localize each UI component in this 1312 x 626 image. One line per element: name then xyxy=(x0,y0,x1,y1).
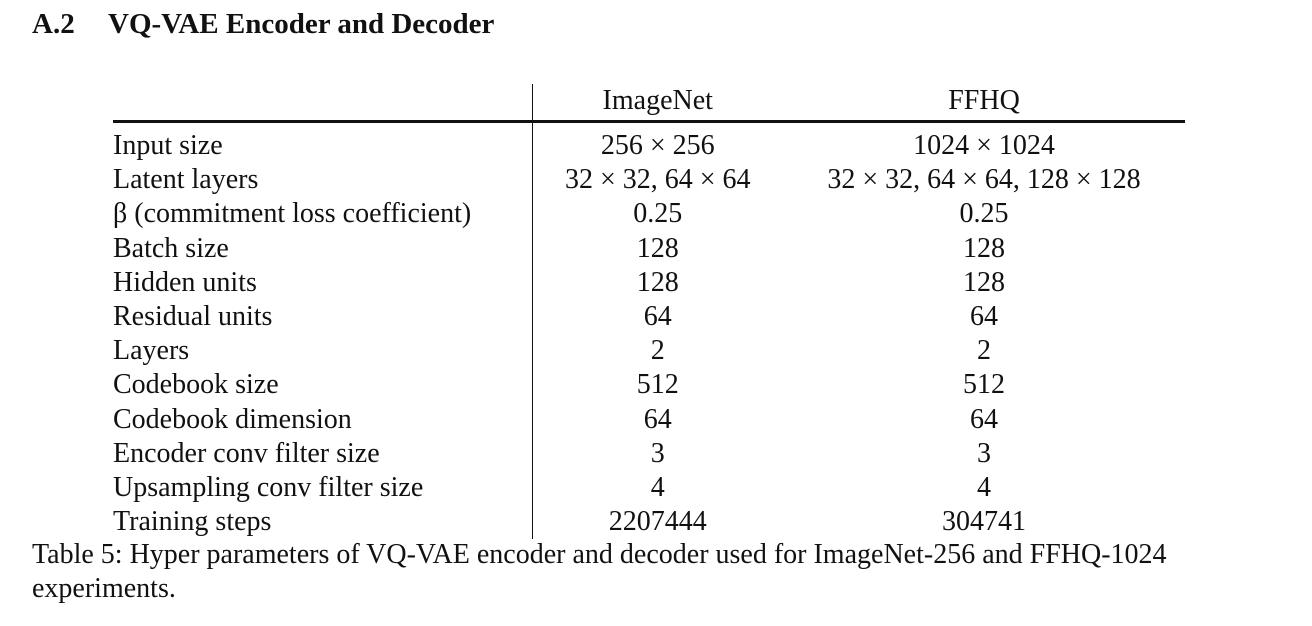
imagenet-value: 128 xyxy=(636,266,679,298)
column-header-label xyxy=(113,84,533,123)
row-label: β (commitment loss coefficient) xyxy=(113,197,533,232)
table-body: Input size 256 × 256 1024 × 1024 Latent lay… xyxy=(113,121,1185,540)
row-label: Batch size xyxy=(113,231,533,266)
table-row: β (commitment loss coefficient) 0.25 0.25 xyxy=(113,197,1185,232)
imagenet-value: 256 × 256 xyxy=(600,130,715,161)
table-header-row: ImageNet FFHQ xyxy=(113,84,1185,123)
imagenet-value: 3 xyxy=(650,437,665,469)
table-row: Training steps 2207444 304741 xyxy=(113,505,1185,540)
ffhq-value: 0.25 xyxy=(959,198,1009,230)
imagenet-value: 2 xyxy=(650,335,665,367)
table-row: Latent layers 32 × 32, 64 × 64 32 × 32, 64… xyxy=(113,163,1185,198)
section-heading: A.2 VQ-VAE Encoder and Decoder xyxy=(32,4,494,44)
ffhq-value: 512 xyxy=(963,369,1005,401)
table-row: Layers 2 2 xyxy=(113,334,1185,369)
ffhq-value: 128 xyxy=(963,266,1005,298)
table-row: Input size 256 × 256 1024 × 1024 xyxy=(113,121,1185,164)
imagenet-value: 0.25 xyxy=(633,198,683,230)
ffhq-value: 32 × 32, 64 × 64, 128 × 128 xyxy=(827,164,1141,196)
imagenet-value: 32 × 32, 64 × 64 xyxy=(564,164,751,196)
table-row: Hidden units 128 128 xyxy=(113,265,1185,301)
row-label: Encoder conv filter size xyxy=(113,436,533,472)
imagenet-value: 64 xyxy=(643,403,672,435)
ffhq-value: 128 xyxy=(963,232,1005,264)
hyperparameter-table: ImageNet FFHQ Input size 256 × 256 1024 × … xyxy=(113,84,1185,540)
table-caption: Table 5: Hyper parameters of VQ-VAE enco… xyxy=(32,539,1167,604)
section-title: VQ-VAE Encoder and Decoder xyxy=(108,8,495,40)
column-header-imagenet: ImageNet xyxy=(532,84,783,123)
imagenet-value: 64 xyxy=(643,301,672,333)
ffhq-value: 2 xyxy=(977,335,991,367)
row-label: Hidden units xyxy=(113,265,533,301)
ffhq-value: 304741 xyxy=(942,506,1026,538)
imagenet-value: 128 xyxy=(636,232,679,264)
table-row: Encoder conv filter size 3 3 xyxy=(113,436,1185,472)
row-label: Layers xyxy=(113,334,533,369)
section-number: A.2 xyxy=(32,8,75,40)
row-label: Upsampling conv filter size xyxy=(113,471,533,506)
ffhq-value: 64 xyxy=(970,301,998,333)
column-header-ffhq: FFHQ xyxy=(783,84,1185,123)
table-row: Batch size 128 128 xyxy=(113,231,1185,266)
ffhq-value: 64 xyxy=(970,403,998,435)
row-label: Latent layers xyxy=(113,163,533,198)
table-row: Upsampling conv filter size 4 4 xyxy=(113,471,1185,506)
ffhq-value: 3 xyxy=(977,437,991,469)
row-label: Input size xyxy=(113,121,533,164)
table-row: Codebook dimension 64 64 xyxy=(113,402,1185,437)
imagenet-value: 512 xyxy=(636,369,679,401)
row-label: Residual units xyxy=(113,300,533,335)
hyperparameter-table-container: ImageNet FFHQ Input size 256 × 256 1024 × … xyxy=(113,84,1185,540)
row-label: Codebook size xyxy=(113,368,533,403)
table-row: Residual units 64 64 xyxy=(113,300,1185,335)
ffhq-value: 4 xyxy=(977,472,991,504)
row-label: Codebook dimension xyxy=(113,402,533,437)
table-row: Codebook size 512 512 xyxy=(113,368,1185,403)
ffhq-value: 1024 × 1024 xyxy=(913,130,1055,161)
imagenet-value: 4 xyxy=(650,472,665,504)
imagenet-value: 2207444 xyxy=(608,506,707,538)
row-label: Training steps xyxy=(113,505,533,540)
